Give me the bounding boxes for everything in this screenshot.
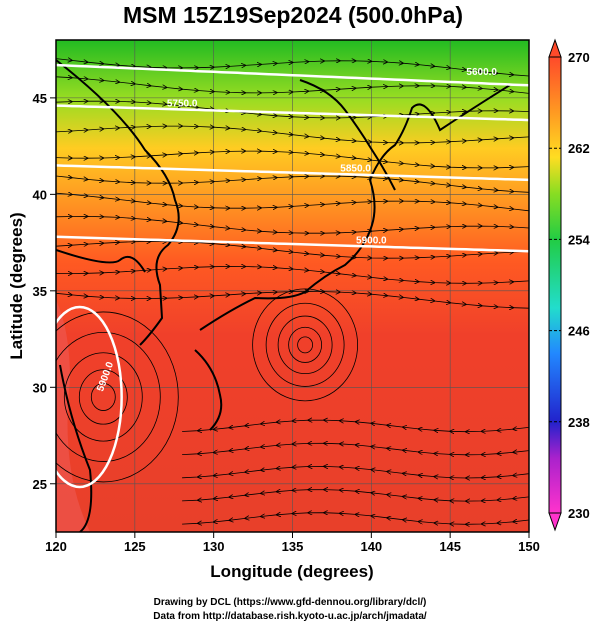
colorbar-scale [548, 56, 562, 514]
streamline-anticyclone [90, 382, 116, 411]
streamline-cyclone [252, 288, 359, 402]
streamline-cyclone [297, 336, 314, 354]
streamline [182, 490, 529, 502]
x-tick-label: 150 [518, 539, 540, 554]
x-tick-label: 140 [360, 539, 382, 554]
contour-line [56, 305, 123, 489]
y-tick-label: 40 [33, 187, 47, 202]
contour-label: 5850.0 [340, 164, 371, 175]
colorbar-tick-label: 270 [568, 50, 590, 65]
streamline-anticyclone [56, 311, 179, 483]
contour-label: 5750.0 [167, 98, 198, 109]
streamline [56, 77, 529, 94]
colorbar-tick-label: 254 [568, 232, 590, 247]
colorbar-ticks: 270 262 254 246 238 230 [549, 50, 590, 521]
colorbar-bottom-arrow [548, 512, 562, 532]
x-tick-label: 125 [124, 539, 146, 554]
y-tick-label: 35 [33, 284, 47, 299]
x-tick-label: 135 [282, 539, 304, 554]
streamline [182, 420, 529, 432]
streamline [56, 126, 529, 143]
x-tick-label: 120 [45, 539, 67, 554]
streamline-anticyclone [78, 369, 128, 425]
contour-line [56, 164, 529, 182]
colorbar-tick-label: 230 [568, 506, 590, 521]
streamline [182, 466, 529, 478]
streamline-cyclone [288, 326, 323, 363]
streamline-cyclone [265, 302, 345, 387]
y-axis-ticks: 25 30 35 40 45 [33, 91, 56, 492]
y-tick-label: 25 [33, 477, 47, 492]
streamline [56, 193, 529, 211]
contour-line [56, 104, 529, 122]
streamline [56, 101, 529, 118]
x-tick-label: 145 [439, 539, 461, 554]
contour-label: 5600.0 [466, 67, 497, 78]
y-tick-label: 45 [33, 91, 47, 106]
credit-line-data: Data from http://database.rish.kyoto-u.a… [153, 611, 427, 622]
colorbar-tick-label: 238 [568, 415, 590, 430]
warm-pocket-west [56, 300, 90, 532]
colorbar-tick-label: 262 [568, 141, 590, 156]
contour-line [56, 63, 529, 87]
colorbar-top-arrow [548, 38, 562, 58]
contour-label: 5900.0 [356, 235, 387, 246]
streamline [182, 513, 529, 525]
streamline [182, 443, 529, 455]
y-tick-label: 30 [33, 380, 47, 395]
streamline [56, 241, 529, 258]
streamline [56, 291, 529, 308]
streamline [56, 151, 529, 168]
streamline [56, 176, 529, 192]
streamline [56, 59, 529, 76]
contour-line [56, 235, 529, 253]
streamline-cyclone [277, 315, 333, 375]
map-title: MSM 15Z19Sep2024 (500.0hPa) [123, 2, 463, 28]
x-axis-label: Longitude (degrees) [210, 562, 373, 581]
colorbar-tick-label: 246 [568, 324, 590, 339]
streamline [56, 266, 529, 283]
x-tick-label: 130 [203, 539, 225, 554]
credit-line-dcl: Drawing by DCL (https://www.gfd-dennou.o… [154, 597, 427, 608]
wind-streamlines [56, 59, 529, 525]
streamline-anticyclone [63, 352, 143, 442]
streamline-anticyclone [56, 331, 161, 462]
x-axis-ticks: 120 125 130 135 140 145 150 [45, 532, 540, 554]
colorbar: 270 262 254 246 238 230 [548, 38, 590, 532]
y-axis-label: Latitude (degrees) [7, 212, 26, 359]
streamline [56, 216, 529, 233]
